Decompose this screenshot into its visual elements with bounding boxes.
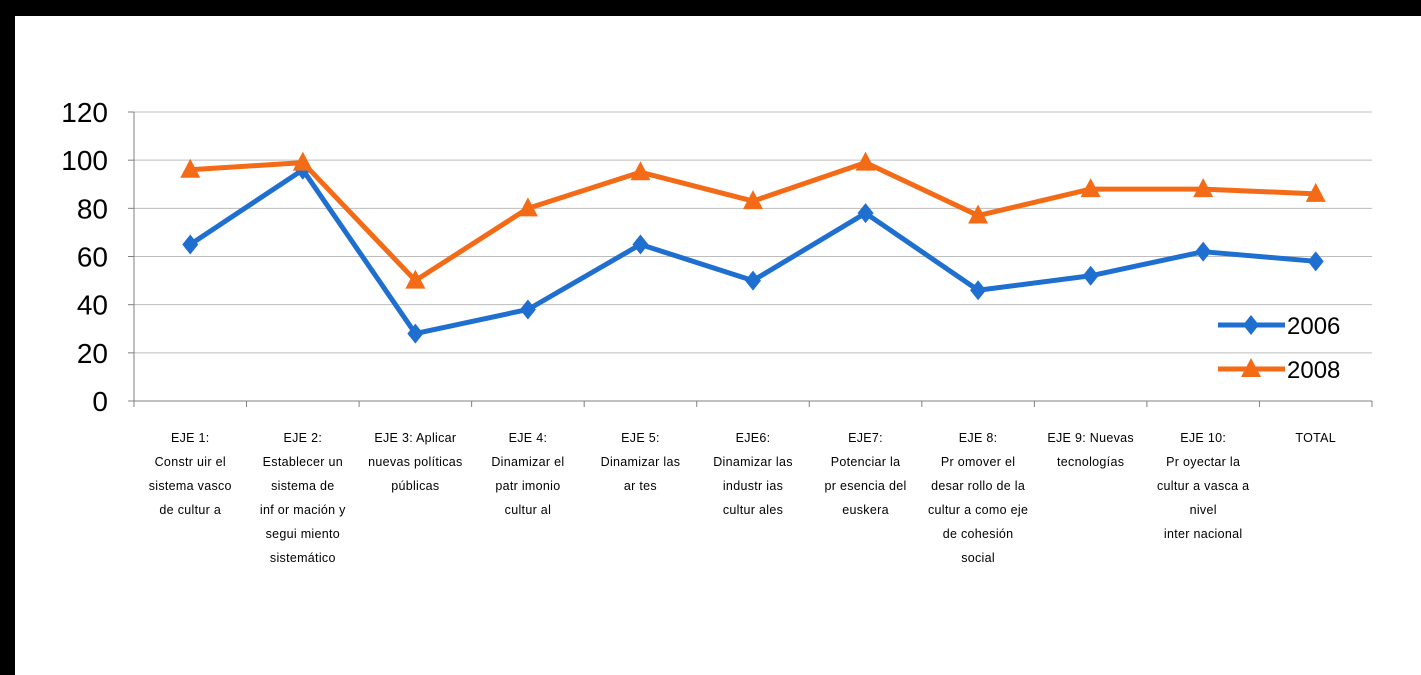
x-category-label-line: EJE7: (848, 431, 883, 445)
x-category-label-line: Potenciar la (831, 455, 901, 469)
data-point-2006 (1195, 241, 1212, 262)
series-lines (180, 151, 1326, 344)
x-category-label-line: EJE 2: (284, 431, 323, 445)
data-point-2008 (630, 161, 651, 181)
data-point-2008 (855, 151, 876, 171)
x-category-label-line: patr imonio (495, 479, 560, 493)
x-category-label-line: EJE6: (736, 431, 771, 445)
data-point-2006 (970, 280, 987, 301)
chart-frame: 0 20 40 60 80 100 120 EJE 1: Constr uir el siste… (15, 16, 1421, 675)
data-point-2008 (292, 151, 313, 171)
x-category-label-line: EJE 9: Nuevas (1047, 431, 1134, 445)
x-category-label-line: de cohesión (943, 527, 1014, 541)
x-category-label-line: cultur a vasca a (1157, 479, 1249, 493)
x-category-label-line: cultur ales (723, 503, 783, 517)
x-category-label: EJE 2: Establecer un sistema de inf or maci… (260, 431, 346, 565)
data-point-2008 (743, 190, 763, 210)
x-category-label-line: EJE 4: (509, 431, 548, 445)
x-category-label-line: industr ias (723, 479, 783, 493)
x-category-label-line: social (961, 551, 995, 565)
data-point-2008 (1193, 178, 1214, 198)
data-point-2006 (407, 323, 424, 344)
axes (128, 111, 1373, 407)
data-point-2008 (405, 269, 426, 289)
x-category-label-line: EJE 3: Aplicar (374, 431, 456, 445)
x-category-label-line: inf or mación y (260, 503, 346, 517)
x-category-label-line: de cultur a (159, 503, 221, 517)
x-category-label-line: segui miento (266, 527, 340, 541)
x-category-label-line: pr esencia del (825, 479, 907, 493)
y-tick-label: 120 (61, 97, 108, 128)
legend-label: 2008 (1287, 357, 1340, 384)
data-point-2006 (857, 203, 874, 224)
x-category-label-line: inter nacional (1164, 527, 1243, 541)
x-category-label-line: Constr uir el (155, 455, 226, 469)
x-category-label: EJE 5: Dinamizar las ar tes (601, 431, 681, 493)
legend-marker (1243, 315, 1259, 335)
x-category-label-line: ar tes (624, 479, 657, 493)
x-category-label-line: públicas (391, 479, 439, 493)
x-category-label: EJE7: Potenciar la pr esencia del euskera (825, 431, 907, 517)
x-category-label-line: EJE 10: (1180, 431, 1226, 445)
legend-marker (1241, 358, 1261, 377)
x-category-label: EJE 10: Pr oyectar la cultur a vasca a nive… (1157, 431, 1249, 541)
legend-item-2008: 2008 (1218, 357, 1340, 384)
x-category-label-line: Establecer un (263, 455, 343, 469)
data-point-2006 (745, 270, 761, 291)
legend-item-2006: 2006 (1218, 313, 1340, 340)
x-category-label-line: nuevas políticas (368, 455, 462, 469)
gridlines (134, 111, 1372, 354)
y-tick-label: 100 (61, 145, 108, 176)
x-category-label-line: nivel (1190, 503, 1217, 517)
data-point-2008 (517, 197, 538, 217)
x-category-label: EJE6: Dinamizar las industr ias cultur ales (713, 431, 793, 517)
x-category-label: EJE 1: Constr uir el sistema vasco de cultu… (149, 431, 232, 517)
data-point-2006 (1307, 251, 1324, 272)
data-point-2006 (1082, 265, 1099, 286)
legend-label: 2006 (1287, 313, 1340, 340)
x-category-label-line: Pr omover el (941, 455, 1015, 469)
y-axis-ticks: 0 20 40 60 80 100 120 (61, 97, 108, 417)
x-category-label: EJE 9: Nuevas tecnologías (1047, 431, 1134, 469)
x-category-label-line: EJE 8: (959, 431, 998, 445)
x-category-label-line: cultur a como eje (928, 503, 1028, 517)
x-category-label-line: tecnologías (1057, 455, 1124, 469)
x-axis-labels: EJE 1: Constr uir el sistema vasco de cultu… (149, 431, 1336, 565)
x-category-label-line: TOTAL (1295, 431, 1336, 445)
data-point-2006 (182, 234, 199, 255)
y-tick-label: 20 (77, 338, 108, 369)
data-point-2008 (968, 204, 989, 224)
x-category-label-line: sistema de (271, 479, 334, 493)
x-category-label-line: sistema vasco (149, 479, 232, 493)
x-category-label-line: sistemático (270, 551, 336, 565)
x-category-label-line: Pr oyectar la (1166, 455, 1240, 469)
data-point-2006 (519, 299, 536, 320)
data-point-2008 (1080, 178, 1101, 198)
x-category-label-line: EJE 1: (171, 431, 210, 445)
series-2008 (180, 151, 1326, 289)
x-category-label-line: Dinamizar las (601, 455, 681, 469)
data-point-2008 (180, 158, 201, 178)
data-point-2006 (632, 234, 649, 255)
x-category-label: EJE 3: Aplicar nuevas políticas públicas (368, 431, 462, 493)
x-category-label-line: euskera (842, 503, 889, 517)
y-tick-label: 40 (77, 290, 108, 321)
y-tick-label: 60 (77, 242, 108, 273)
data-point-2008 (1305, 182, 1326, 202)
x-category-label-line: Dinamizar las (713, 455, 793, 469)
y-tick-label: 80 (77, 193, 108, 224)
y-tick-label: 0 (92, 386, 108, 417)
x-category-label: EJE 8: Pr omover el desar rollo de la cultu… (928, 431, 1028, 565)
x-category-label: EJE 4: Dinamizar el patr imonio cultur al (491, 431, 564, 517)
legend: 2006 2008 (1218, 313, 1340, 384)
x-category-label-line: Dinamizar el (491, 455, 564, 469)
x-category-label: TOTAL (1295, 431, 1336, 445)
x-category-label-line: cultur al (505, 503, 551, 517)
line-chart: 0 20 40 60 80 100 120 EJE 1: Constr uir el siste… (61, 97, 1373, 565)
x-category-label-line: EJE 5: (621, 431, 660, 445)
x-category-label-line: desar rollo de la (931, 479, 1025, 493)
